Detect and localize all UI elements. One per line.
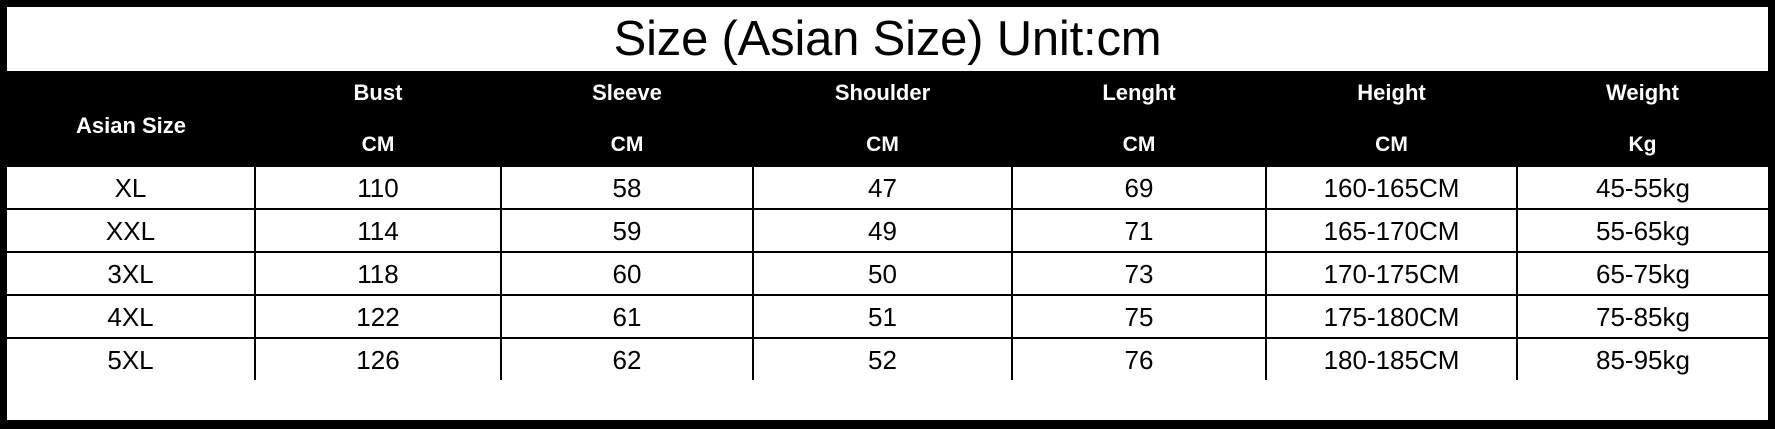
- column-header-label: Weight: [1606, 80, 1679, 105]
- column-header-label: Asian Size: [75, 113, 187, 138]
- cell-height: 160-165CM: [1266, 167, 1518, 210]
- cell-sleeve: 60: [501, 252, 754, 296]
- cell-weight: 75-85kg: [1517, 295, 1768, 339]
- table-row: XL 110 58 47 69 160-165CM 45-55kg: [7, 167, 1768, 210]
- cell-size: XL: [7, 167, 256, 210]
- column-header-lenght: Lenght CM: [1012, 71, 1266, 167]
- size-table: Asian Size Bust CM Sleeve CM: [7, 71, 1768, 380]
- column-header-asian-size: Asian Size: [7, 71, 255, 167]
- chart-title-row: Size (Asian Size) Unit:cm: [7, 7, 1768, 71]
- cell-shoulder: 49: [753, 209, 1013, 253]
- table-row: 5XL 126 62 52 76 180-185CM 85-95kg: [7, 338, 1768, 380]
- column-header-shoulder: Shoulder CM: [753, 71, 1012, 167]
- cell-height: 170-175CM: [1266, 252, 1518, 296]
- table-row: 4XL 122 61 51 75 175-180CM 75-85kg: [7, 295, 1768, 339]
- cell-sleeve: 59: [501, 209, 754, 253]
- cell-bust: 114: [255, 209, 502, 253]
- column-header-label: Shoulder: [834, 80, 931, 105]
- column-header-unit: Kg: [1628, 133, 1657, 156]
- table-row: 3XL 118 60 50 73 170-175CM 65-75kg: [7, 252, 1768, 296]
- cell-bust: 126: [255, 338, 502, 380]
- cell-lenght: 71: [1012, 209, 1267, 253]
- cell-size: XXL: [7, 209, 256, 253]
- cell-size: 4XL: [7, 295, 256, 339]
- cell-bust: 118: [255, 252, 502, 296]
- cell-bust: 110: [255, 167, 502, 210]
- column-header-label: Bust: [353, 80, 403, 105]
- cell-weight: 65-75kg: [1517, 252, 1768, 296]
- table-row: XXL 114 59 49 71 165-170CM 55-65kg: [7, 209, 1768, 253]
- cell-weight: 85-95kg: [1517, 338, 1768, 380]
- column-header-label: Sleeve: [592, 80, 662, 105]
- column-header-label: Height: [1357, 80, 1426, 105]
- cell-weight: 45-55kg: [1517, 167, 1768, 210]
- cell-weight: 55-65kg: [1517, 209, 1768, 253]
- size-chart-inner: Size (Asian Size) Unit:cm Asian Size Bus…: [7, 7, 1768, 420]
- header-row: Asian Size Bust CM Sleeve CM: [7, 71, 1768, 167]
- cell-size: 3XL: [7, 252, 256, 296]
- cell-sleeve: 58: [501, 167, 754, 210]
- cell-height: 180-185CM: [1266, 338, 1518, 380]
- column-header-unit: CM: [866, 133, 899, 156]
- column-header-label: Lenght: [1102, 80, 1176, 105]
- column-header-unit: CM: [1375, 133, 1408, 156]
- cell-size: 5XL: [7, 338, 256, 380]
- cell-shoulder: 50: [753, 252, 1013, 296]
- column-header-unit: CM: [610, 133, 644, 156]
- cell-sleeve: 61: [501, 295, 754, 339]
- cell-height: 165-170CM: [1266, 209, 1518, 253]
- table-body: XL 110 58 47 69 160-165CM 45-55kg XXL 11…: [7, 167, 1768, 380]
- cell-lenght: 73: [1012, 252, 1267, 296]
- column-header-unit: CM: [361, 133, 395, 156]
- cell-lenght: 75: [1012, 295, 1267, 339]
- cell-lenght: 69: [1012, 167, 1267, 210]
- cell-lenght: 76: [1012, 338, 1267, 380]
- cell-shoulder: 52: [753, 338, 1013, 380]
- column-header-unit: CM: [1122, 133, 1156, 156]
- table-header: Asian Size Bust CM Sleeve CM: [7, 71, 1768, 167]
- cell-height: 175-180CM: [1266, 295, 1518, 339]
- column-header-height: Height CM: [1266, 71, 1517, 167]
- cell-bust: 122: [255, 295, 502, 339]
- cell-shoulder: 51: [753, 295, 1013, 339]
- cell-shoulder: 47: [753, 167, 1013, 210]
- page-title: Size (Asian Size) Unit:cm: [613, 11, 1162, 66]
- cell-sleeve: 62: [501, 338, 754, 380]
- column-header-sleeve: Sleeve CM: [501, 71, 753, 167]
- column-header-bust: Bust CM: [255, 71, 501, 167]
- column-header-weight: Weight Kg: [1517, 71, 1768, 167]
